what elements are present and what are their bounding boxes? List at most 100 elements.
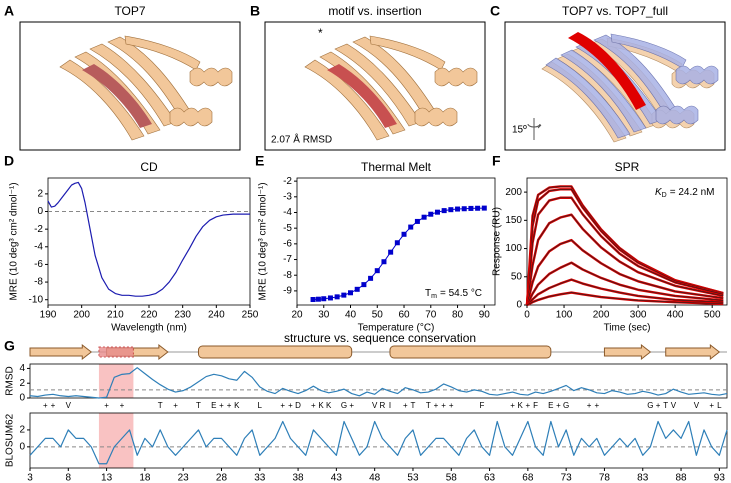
data-point	[401, 231, 407, 237]
residue-label: +	[227, 401, 232, 410]
x-axis-label: Temperature (°C)	[358, 323, 435, 334]
residue-label: E	[211, 401, 216, 410]
residue-label: +	[173, 401, 178, 410]
x-tick-label: 13	[101, 473, 113, 483]
x-tick-label: 200	[593, 310, 610, 321]
y-tick-label: -2	[283, 176, 292, 187]
plot-frame	[29, 363, 728, 399]
panel-letter: F	[492, 153, 501, 169]
data-point	[361, 282, 367, 288]
residue-label: L	[717, 401, 722, 410]
x-tick-label: 8	[66, 473, 72, 483]
x-tick-label: 220	[141, 310, 158, 321]
annotation-symbol: K	[655, 187, 663, 198]
residue-label: +	[219, 401, 224, 410]
x-tick-label: 40	[345, 310, 357, 321]
response-curve	[526, 278, 724, 306]
residue-label: L	[258, 401, 263, 410]
residue-label: +	[526, 401, 531, 410]
residue-label: +	[594, 401, 599, 410]
data-point	[434, 209, 440, 215]
residue-label: +	[120, 401, 125, 410]
data-point	[448, 207, 454, 213]
data-line	[47, 181, 250, 297]
y-tick-label: 2	[19, 378, 25, 389]
fit-curve	[526, 262, 724, 306]
x-tick-label: 210	[107, 310, 124, 321]
panel-letter: D	[4, 153, 14, 169]
x-tick-label: 93	[714, 473, 726, 483]
y-tick-label: 0	[516, 300, 522, 311]
data-point	[475, 205, 481, 211]
ss-highlight	[98, 346, 134, 358]
strand	[603, 343, 652, 361]
motif-highlight	[327, 64, 397, 128]
fit-line	[313, 207, 485, 301]
y-tick-label: 100	[505, 243, 522, 254]
residue-label: V	[694, 401, 700, 410]
data-line	[29, 367, 728, 399]
data-point	[341, 292, 347, 298]
residue-label: K	[318, 401, 324, 410]
residue-label: F	[533, 401, 538, 410]
residue-label: +	[510, 401, 515, 410]
panel-title: TOP7 vs. TOP7_full	[562, 4, 668, 18]
residue-label: G	[341, 401, 347, 410]
helix	[389, 345, 552, 359]
annotation: 15º	[512, 125, 527, 136]
strand	[665, 343, 721, 361]
highlight-region	[98, 364, 134, 398]
x-tick-label: 300	[630, 310, 647, 321]
motif-highlight	[82, 64, 152, 128]
x-tick-label: 0	[524, 310, 530, 321]
residue-label: K	[326, 401, 332, 410]
residue-label: I	[389, 401, 391, 410]
data-point	[441, 208, 447, 214]
x-tick-label: 53	[407, 473, 419, 483]
y-axis-label: BLOSUM62	[5, 413, 16, 467]
residue-label: E	[548, 401, 553, 410]
residue-label: V	[671, 401, 677, 410]
residue-label: +	[51, 401, 56, 410]
x-tick-label: 190	[40, 310, 57, 321]
fit-curve	[526, 292, 724, 306]
rotation-icon	[527, 118, 542, 140]
residue-label: V	[66, 401, 72, 410]
x-tick-label: 18	[139, 473, 151, 483]
y-tick-label: -8	[283, 270, 292, 281]
data-point	[461, 206, 467, 212]
residue-label: F	[479, 401, 484, 410]
y-tick-label: 0	[37, 206, 43, 217]
y-tick-label: -4	[34, 241, 43, 252]
residue-label: T	[426, 401, 431, 410]
data-point	[327, 295, 333, 301]
annotation-symbol: T	[425, 288, 431, 299]
residue-label: +	[709, 401, 714, 410]
annotation-text: = 54.5 °C	[440, 288, 482, 299]
residue-label: +	[280, 401, 285, 410]
data-point	[394, 240, 400, 246]
response-curve	[525, 213, 724, 306]
plot-frame	[47, 177, 251, 306]
y-tick-label: 2	[19, 425, 25, 436]
y-tick-label: -10	[29, 294, 44, 305]
residue-label: +	[556, 401, 561, 410]
fit-curve	[526, 239, 724, 306]
residue-label: V	[372, 401, 378, 410]
fit-curve	[526, 214, 724, 306]
panel-letter: G	[4, 338, 15, 354]
chart-title: SPR	[615, 160, 640, 174]
data-point	[414, 218, 420, 224]
residue-label: +	[349, 401, 354, 410]
residue-label: +	[403, 401, 408, 410]
data-point	[334, 294, 340, 300]
x-tick-label: 38	[293, 473, 305, 483]
panel-letter: E	[255, 153, 264, 169]
y-tick-label: 150	[505, 215, 522, 226]
data-point	[455, 206, 461, 212]
y-axis-label: Response (RU)	[492, 207, 503, 276]
y-tick-label: 0	[19, 393, 25, 404]
chart-title: Thermal Melt	[361, 160, 432, 174]
residue-label: G	[563, 401, 569, 410]
data-point	[481, 205, 487, 211]
